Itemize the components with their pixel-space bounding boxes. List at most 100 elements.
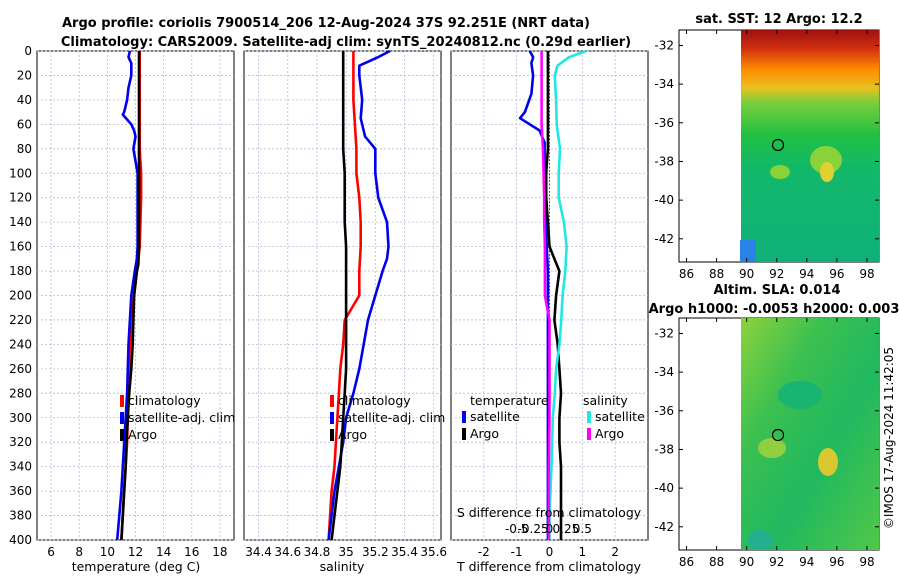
x-tick-label: 35 — [339, 545, 354, 559]
map-y-tick-label: -36 — [654, 116, 674, 130]
map-y-tick-label: -32 — [654, 326, 674, 340]
legend-swatch-argo — [120, 429, 124, 441]
sst-map-title: sat. SST: 12 Argo: 12.2 — [695, 12, 862, 27]
y-tick-label: 120 — [9, 191, 32, 205]
legend-swatch-salinity-satellite — [587, 411, 591, 423]
salinity-difference-tick-label: 0 — [546, 522, 554, 536]
salinity-xlabel: salinity — [320, 559, 365, 574]
map-x-tick-label: 96 — [829, 267, 844, 281]
series-line-argo — [120, 51, 141, 541]
temperature-panel: 6 8 10 12 14 16 180204060801001201401601802002… — [9, 44, 235, 574]
legend-label-argo: Argo — [338, 427, 367, 442]
map-y-tick-label: -42 — [654, 232, 674, 246]
difference-ticks: -2 -1 0 1 2 — [478, 545, 619, 559]
x-tick-label: -1 — [511, 545, 523, 559]
sst-warm-core — [820, 162, 834, 182]
x-tick-label: -2 — [478, 545, 490, 559]
sla-high-anomaly — [818, 448, 838, 476]
salinity-legend: climatology satellite-adj. clim Argo — [330, 393, 445, 442]
y-tick-label: 220 — [9, 313, 32, 327]
map-x-tick-label: 88 — [709, 267, 724, 281]
series-line-salinity-argo — [540, 51, 551, 540]
sla-low-patch — [778, 381, 822, 409]
x-tick-label: 12 — [128, 545, 143, 559]
map-x-tick-label: 96 — [829, 555, 844, 569]
sst-warm-eddy — [810, 146, 842, 174]
y-tick-label: 380 — [9, 509, 32, 523]
x-tick-label: 34.4 — [245, 545, 272, 559]
temperature-grid — [37, 50, 234, 541]
map-y-tick-label: -40 — [654, 193, 674, 207]
map-x-tick-label: 94 — [799, 267, 814, 281]
salinity-difference-tick-label: -0.25 — [518, 522, 549, 536]
map-y-tick-label: -36 — [654, 404, 674, 418]
series-line-satellite-adj-clim — [327, 49, 391, 541]
series-line-argo — [330, 51, 348, 541]
map-y-tick-label: -38 — [654, 154, 674, 168]
sla-map-panel: Altim. SLA: 0.014 Argo h1000: -0.0053 h2… — [649, 283, 900, 569]
x-tick-label: 1 — [579, 545, 587, 559]
temperature-xlabel: temperature (deg C) — [72, 559, 201, 574]
sla-field — [741, 318, 879, 550]
y-tick-label: 20 — [17, 68, 32, 82]
sst-cold-corner — [740, 240, 756, 262]
figure-title-line1: Argo profile: coriolis 7900514_206 12-Au… — [62, 16, 590, 31]
sla-negative-corner — [748, 530, 772, 550]
legend-label-climatology: climatology — [338, 393, 411, 408]
y-tick-label: 240 — [9, 337, 32, 351]
argo-location-marker — [771, 138, 785, 152]
map-x-tick-label: 90 — [739, 267, 754, 281]
x-tick-label: 10 — [100, 545, 115, 559]
legend-swatch-satellite — [330, 412, 334, 424]
temperature-series — [115, 50, 143, 541]
y-tick-label: 300 — [9, 411, 32, 425]
legend-swatch-temperature-satellite — [462, 411, 466, 423]
salinity-difference-label: S difference from climatology — [457, 505, 642, 520]
map-x-tick-label: 88 — [709, 555, 724, 569]
map-x-tick-label: 86 — [679, 555, 694, 569]
y-tick-label: 200 — [9, 289, 32, 303]
map-y-tick-label: -38 — [654, 442, 674, 456]
sst-map-ticks: 86 88 90 92 94 96 98 -32 -34 -36 -38 -40 -42 — [654, 30, 879, 281]
map-x-tick-label: 90 — [739, 555, 754, 569]
map-x-tick-label: 98 — [859, 555, 874, 569]
map-y-tick-label: -42 — [654, 520, 674, 534]
salinity-grid — [244, 50, 441, 541]
salinity-ticks: 34.4 34.6 34.8 35 35.2 35.4 35.6 — [245, 545, 447, 559]
legend-swatch-salinity-argo — [587, 428, 591, 440]
y-tick-label: 0 — [24, 44, 32, 58]
y-tick-label: 320 — [9, 435, 32, 449]
sla-map-title-line1: Altim. SLA: 0.014 — [714, 283, 841, 298]
x-tick-label: 35.4 — [391, 545, 418, 559]
sst-field — [740, 30, 879, 262]
legend-label-satellite: satellite-adj. clim — [128, 410, 235, 425]
salinity-difference-ticks: -0.5-0.250 0.250.5 — [505, 522, 592, 536]
legend-label-argo: Argo — [128, 427, 157, 442]
series-line-temperature-argo — [544, 51, 563, 540]
y-tick-label: 80 — [17, 142, 32, 156]
salinity-difference-tick-label: 0.5 — [573, 522, 592, 536]
y-tick-label: 140 — [9, 215, 32, 229]
imos-timestamp: ©IMOS 17-Aug-2024 11:42:05 — [882, 347, 896, 529]
x-tick-label: 2 — [611, 545, 619, 559]
salinity-difference-tick-label: -0.5 — [505, 522, 528, 536]
y-tick-label: 100 — [9, 166, 32, 180]
salinity-panel: 34.4 34.6 34.8 35 35.2 35.4 35.6 salinity clim… — [243, 49, 447, 574]
y-tick-label: 180 — [9, 264, 32, 278]
map-x-tick-label: 98 — [859, 267, 874, 281]
sla-map-ticks: 86 88 90 92 94 96 98 -32 -34 -36 -38 -40 -42 — [654, 318, 879, 569]
y-tick-label: 400 — [9, 533, 32, 547]
map-y-tick-label: -32 — [654, 38, 674, 52]
sla-map-title-line2: Argo h1000: -0.0053 h2000: 0.003 — [649, 302, 900, 317]
difference-legend: temperature salinity satellite Argo sate… — [462, 393, 645, 441]
legend-label-temperature-argo: Argo — [470, 426, 499, 441]
legend-header-salinity: salinity — [583, 393, 628, 408]
legend-label-climatology: climatology — [128, 393, 201, 408]
series-line-satellite-adj-clim — [115, 50, 139, 541]
legend-label-salinity-argo: Argo — [595, 426, 624, 441]
x-tick-label: 18 — [212, 545, 227, 559]
difference-series — [518, 49, 587, 540]
legend-swatch-climatology — [330, 395, 334, 407]
y-tick-label: 360 — [9, 484, 32, 498]
sst-field-background — [741, 30, 879, 262]
